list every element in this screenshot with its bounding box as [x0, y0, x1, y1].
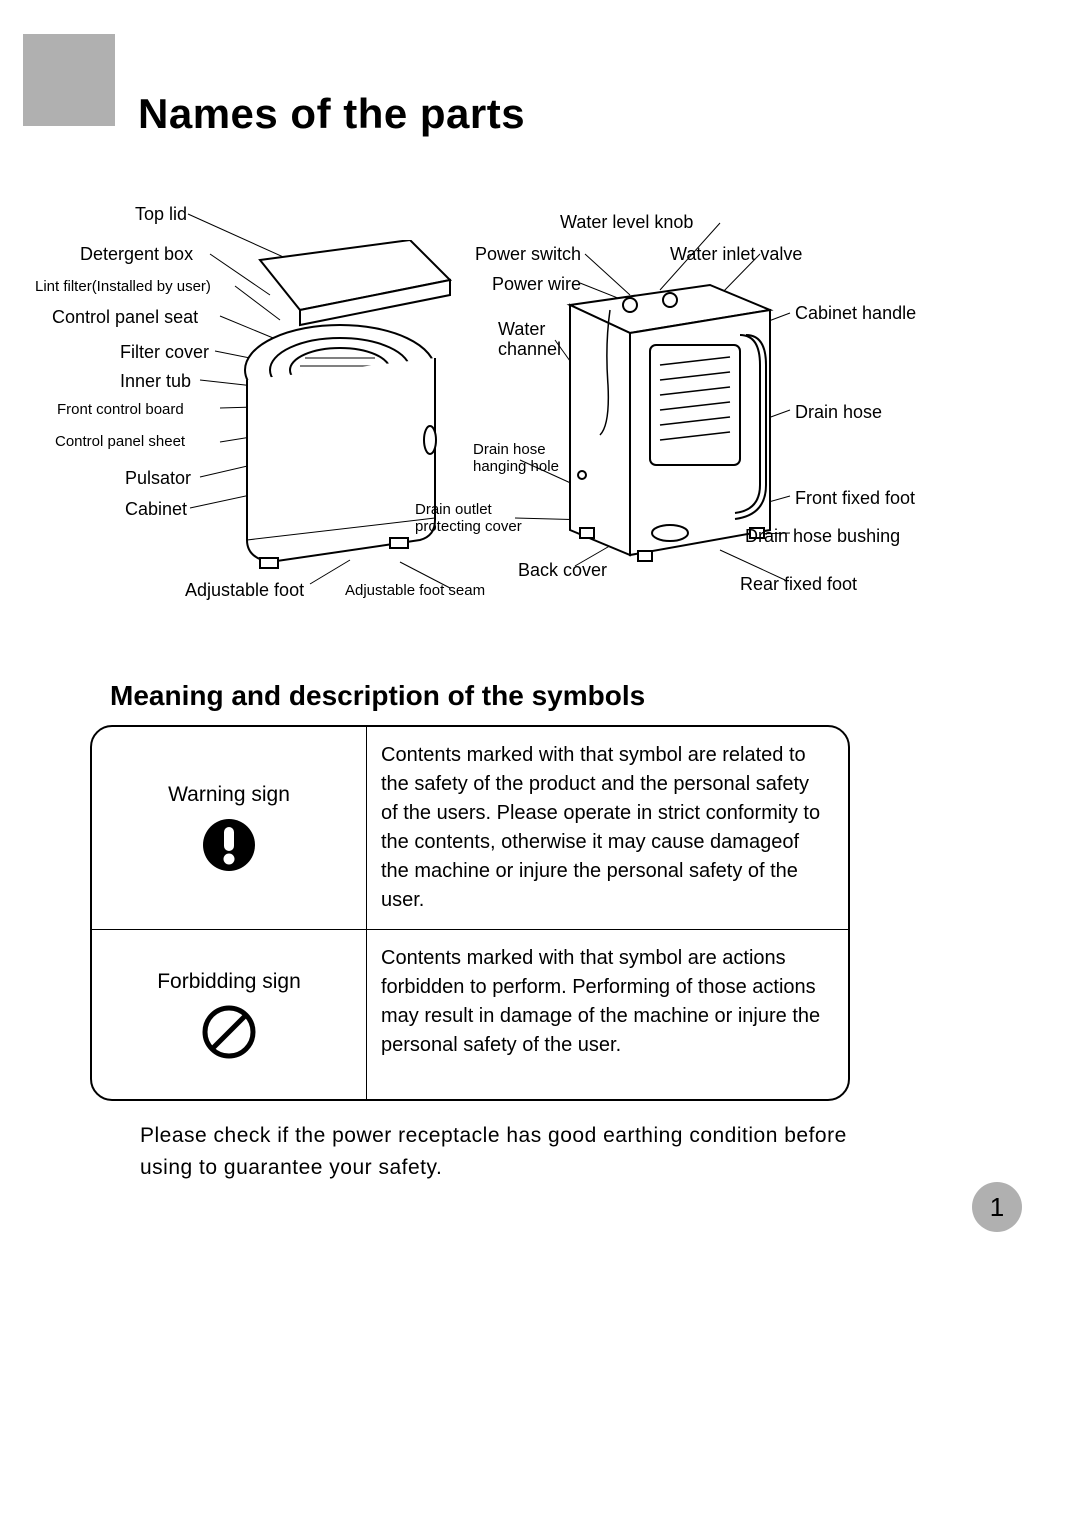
label-drain-hose-bushing: Drain hose bushing	[745, 526, 900, 547]
warning-icon	[201, 817, 257, 873]
label-lint-filter: Lint filter(Installed by user)	[35, 278, 211, 295]
label-cabinet: Cabinet	[125, 499, 187, 520]
header-gray-block	[23, 34, 115, 126]
label-water-level-knob: Water level knob	[560, 212, 693, 233]
label-back-cover: Back cover	[518, 560, 607, 581]
label-adjustable-foot: Adjustable foot	[185, 580, 304, 601]
label-water-inlet-valve: Water inlet valve	[670, 244, 802, 265]
symbols-table: Warning sign Contents marked with that s…	[90, 725, 850, 1101]
label-power-switch: Power switch	[475, 244, 581, 265]
warning-sign-cell: Warning sign	[92, 727, 367, 929]
parts-diagram: Top lid Detergent box Lint filter(Instal…	[20, 180, 1060, 630]
forbidding-sign-label: Forbidding sign	[157, 970, 301, 994]
page-number: 1	[990, 1192, 1004, 1223]
page-number-badge: 1	[972, 1182, 1022, 1232]
label-rear-fixed-foot: Rear fixed foot	[740, 574, 857, 595]
table-row: Forbidding sign Contents marked with tha…	[92, 929, 848, 1099]
forbidding-icon	[201, 1004, 257, 1060]
warning-sign-label: Warning sign	[168, 783, 290, 807]
warning-sign-desc: Contents marked with that symbol are rel…	[367, 727, 848, 929]
label-power-wire: Power wire	[492, 274, 581, 295]
label-adjustable-foot-seam: Adjustable foot seam	[345, 582, 485, 599]
forbidding-sign-cell: Forbidding sign	[92, 930, 367, 1099]
label-drain-outlet-protecting-cover: Drain outlet protecting cover	[415, 502, 535, 535]
label-front-fixed-foot: Front fixed foot	[795, 488, 915, 509]
label-pulsator: Pulsator	[125, 468, 191, 489]
label-water-channel: Water channel	[498, 320, 578, 360]
label-inner-tub: Inner tub	[120, 371, 191, 392]
label-top-lid: Top lid	[135, 204, 187, 225]
label-drain-hose-hanging-hole: Drain hose hanging hole	[473, 442, 573, 475]
label-filter-cover: Filter cover	[120, 342, 209, 363]
label-detergent-box: Detergent box	[80, 244, 193, 265]
label-drain-hose: Drain hose	[795, 402, 882, 423]
table-row: Warning sign Contents marked with that s…	[92, 727, 848, 929]
label-front-control-board: Front control board	[57, 401, 184, 418]
label-control-panel-sheet: Control panel sheet	[55, 433, 185, 450]
symbols-subtitle: Meaning and description of the symbols	[110, 680, 645, 712]
forbidding-sign-desc: Contents marked with that symbol are act…	[367, 930, 848, 1099]
page-title: Names of the parts	[138, 90, 525, 138]
label-control-panel-seat: Control panel seat	[52, 307, 198, 328]
safety-note: Please check if the power receptacle has…	[140, 1120, 900, 1183]
label-cabinet-handle: Cabinet handle	[795, 303, 916, 324]
